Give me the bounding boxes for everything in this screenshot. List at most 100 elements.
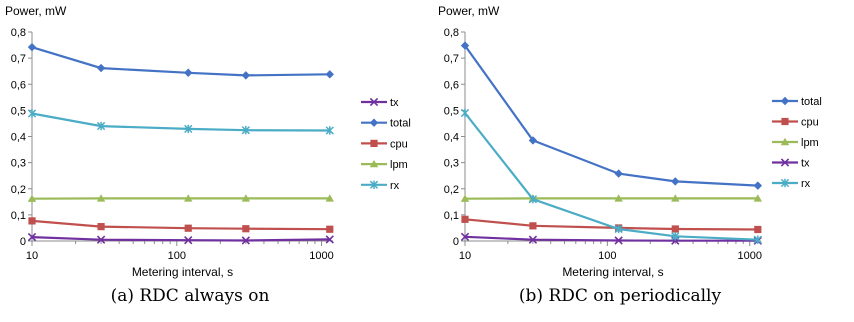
series-line-rx bbox=[31, 112, 330, 132]
data-point-lpm bbox=[753, 194, 763, 202]
data-point-lpm bbox=[460, 194, 470, 202]
data-point-lpm bbox=[27, 194, 37, 202]
data-point-cpu bbox=[326, 225, 334, 233]
y-tick-label: 0,6 bbox=[444, 79, 459, 91]
y-tick-label: 0 bbox=[20, 236, 26, 248]
series-tx bbox=[27, 232, 334, 245]
series-rx bbox=[27, 109, 334, 135]
y-tick-label: 0,7 bbox=[444, 53, 459, 65]
data-point-lpm bbox=[671, 194, 680, 202]
legend-marker-lpm bbox=[780, 137, 790, 146]
series-cpu bbox=[461, 215, 762, 234]
data-point-tx bbox=[325, 235, 334, 244]
y-tick-label: 0,4 bbox=[444, 132, 459, 144]
data-point-total bbox=[241, 71, 251, 80]
legend-label-tx: tx bbox=[390, 97, 399, 109]
chart-2: Power, mW 0 0,1 0,2 0,3 0,4 0,5 0,6 0,7 0,8 10 100 1… bbox=[438, 4, 822, 306]
y-axis-title: Power, mW bbox=[438, 4, 500, 18]
y-tick-label: 0,6 bbox=[11, 79, 26, 91]
x-tick-label: 1000 bbox=[737, 250, 761, 262]
data-point-total bbox=[671, 177, 680, 186]
legend-label-total: total bbox=[390, 118, 411, 130]
x-axis-title: Metering interval, s bbox=[562, 265, 663, 279]
y-tick-label: 0,4 bbox=[11, 132, 26, 144]
data-point-rx bbox=[96, 121, 106, 131]
data-point-rx bbox=[614, 224, 623, 234]
y-tick-label: 0,2 bbox=[444, 184, 459, 196]
data-point-tx bbox=[528, 235, 538, 244]
y-tick-label: 0,2 bbox=[11, 184, 26, 196]
x-tick-label: 10 bbox=[459, 250, 471, 262]
legend: tx total cpu lpm rx bbox=[361, 97, 411, 192]
legend-label-tx: tx bbox=[801, 158, 810, 170]
legend-marker-total bbox=[780, 96, 790, 106]
x-tick-label: 100 bbox=[598, 250, 616, 262]
y-tick-label: 0,3 bbox=[11, 158, 26, 170]
legend-label-lpm: lpm bbox=[390, 159, 408, 171]
data-point-rx bbox=[671, 232, 680, 241]
data-point-total bbox=[528, 136, 538, 145]
data-point-rx bbox=[241, 126, 250, 135]
data-point-total bbox=[27, 42, 37, 52]
series-rx bbox=[460, 108, 762, 244]
y-tick-label: 0 bbox=[453, 236, 459, 248]
legend-marker-lpm bbox=[369, 159, 379, 168]
data-point-rx bbox=[753, 235, 762, 244]
legend-marker-cpu bbox=[781, 117, 789, 126]
data-point-lpm bbox=[325, 194, 334, 202]
data-point-rx bbox=[460, 108, 470, 118]
data-point-tx bbox=[241, 236, 251, 245]
series-line-total bbox=[31, 46, 330, 77]
legend: total cpu lpm tx rx bbox=[772, 96, 822, 190]
legend-marker-cpu bbox=[370, 139, 378, 147]
legend-label-cpu: cpu bbox=[801, 117, 819, 129]
legend-label-lpm: lpm bbox=[801, 137, 819, 149]
legend-label-rx: rx bbox=[390, 180, 400, 192]
y-tick-label: 0,8 bbox=[11, 27, 26, 39]
series-line-tx bbox=[31, 236, 330, 242]
data-point-lpm bbox=[241, 194, 251, 202]
data-point-rx bbox=[184, 124, 193, 134]
data-point-tx bbox=[184, 236, 193, 245]
series-lpm bbox=[460, 194, 763, 202]
data-point-cpu bbox=[97, 223, 105, 231]
x-tick-label: 100 bbox=[168, 250, 186, 262]
legend-marker-tx bbox=[369, 97, 379, 107]
data-point-lpm bbox=[614, 194, 623, 202]
y-axis-title: Power, mW bbox=[5, 4, 67, 18]
chart-1: Power, mW 0 0,1 0,2 0,3 0,4 0,5 0,6 0,7 0,8 10 100 1… bbox=[5, 4, 411, 306]
data-point-tx bbox=[96, 235, 106, 244]
data-point-total bbox=[460, 41, 470, 50]
legend-label-total: total bbox=[801, 96, 822, 108]
data-point-total bbox=[614, 169, 623, 178]
x-tick-label: 10 bbox=[26, 250, 38, 262]
data-point-cpu bbox=[754, 225, 762, 234]
data-point-cpu bbox=[671, 225, 679, 233]
y-tick-label: 0,7 bbox=[11, 53, 26, 65]
data-point-tx bbox=[460, 232, 470, 241]
data-point-cpu bbox=[184, 224, 192, 232]
x-tick-label: 1000 bbox=[309, 250, 333, 262]
data-point-lpm bbox=[96, 194, 106, 202]
figure-caption: (a) RDC always on bbox=[111, 286, 270, 306]
series-line-cpu bbox=[31, 219, 330, 231]
series-total bbox=[27, 42, 334, 80]
data-point-rx bbox=[325, 126, 334, 135]
legend-label-rx: rx bbox=[801, 178, 811, 190]
series-line-total bbox=[464, 44, 758, 187]
data-point-total bbox=[184, 68, 193, 77]
figure-caption: (b) RDC on periodically bbox=[519, 286, 722, 306]
data-point-rx bbox=[27, 109, 37, 118]
data-point-cpu bbox=[529, 222, 537, 230]
data-point-rx bbox=[528, 195, 538, 204]
legend-marker-total bbox=[369, 118, 379, 127]
legend-marker-rx bbox=[780, 178, 790, 188]
series-total bbox=[460, 41, 763, 190]
data-point-cpu bbox=[242, 225, 250, 233]
y-tick-label: 0,5 bbox=[444, 105, 459, 117]
data-point-total bbox=[753, 181, 763, 190]
y-tick-label: 0,3 bbox=[444, 158, 459, 170]
data-point-total bbox=[325, 70, 334, 79]
y-tick-label: 0,1 bbox=[11, 210, 26, 222]
